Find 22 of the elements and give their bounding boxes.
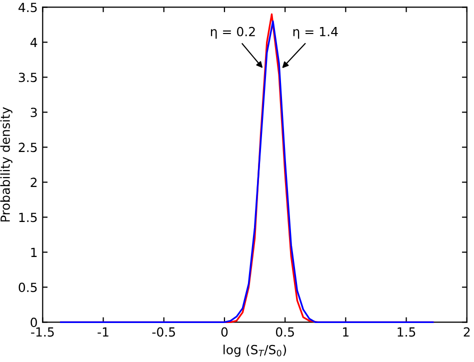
x-tick-label: -0.5	[152, 327, 175, 337]
y-tick-label: 3.5	[18, 72, 37, 82]
x-axis-title: log (S$_{T}$/S$_{0}$)	[224, 344, 286, 357]
x-tick-label: -1.5	[31, 327, 54, 337]
x-tick-label: 0	[221, 327, 228, 337]
y-tick-label: 2	[30, 178, 37, 187]
y-tick-label: 4.5	[18, 2, 37, 12]
y-tick-label: 1.5	[19, 212, 37, 222]
annotation: η = 1.4	[293, 27, 338, 39]
y-tick-label: 4	[30, 38, 38, 47]
y-tick-label: 0	[30, 318, 37, 328]
x-tick-label: 1.5	[398, 327, 416, 337]
y-tick-label: 1	[31, 248, 37, 257]
annotation: η = 0.2	[210, 26, 255, 39]
x-tick-label: -1	[98, 327, 108, 337]
y-tick-label: 2.5	[18, 142, 37, 152]
y-tick-label: 0.5	[18, 282, 37, 292]
x-tick-label: 2	[464, 327, 470, 337]
y-tick-label: 3	[30, 108, 37, 118]
y-axis-title: Probability density	[0, 107, 12, 222]
x-tick-label: 1	[343, 327, 349, 337]
x-tick-label: 0.5	[276, 327, 294, 337]
